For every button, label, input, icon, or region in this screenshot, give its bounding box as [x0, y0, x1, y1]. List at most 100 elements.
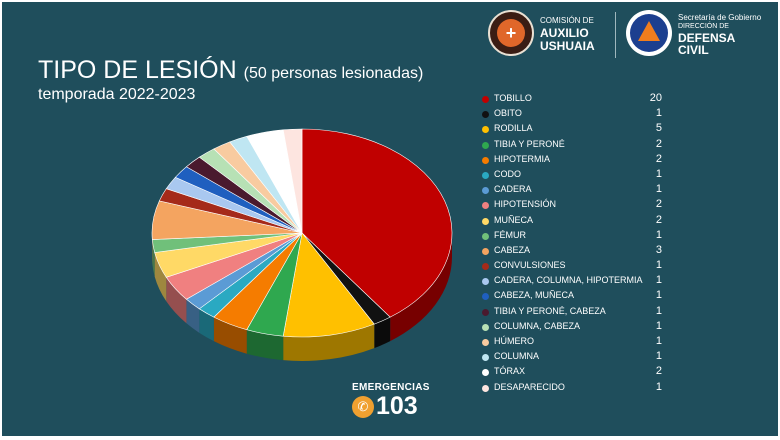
legend-label: TIBIA Y PERONÉ [494, 138, 565, 149]
pie-slice-side-2 [283, 324, 375, 362]
legend-value: 1 [655, 380, 662, 393]
chart-title: TIPO DE LESIÓN (50 personas lesionadas) [38, 56, 423, 85]
legend-item: OBITO 1 [482, 107, 682, 122]
legend-label: HIPOTENSIÓN [494, 199, 557, 210]
legend-item: COLUMNA 1 [482, 350, 682, 365]
emergency-label: EMERGENCIAS [352, 382, 430, 393]
legend-value: 1 [655, 167, 662, 180]
legend-label: COLUMNA [494, 351, 540, 362]
pie-slice-side-0 [390, 233, 452, 342]
legend-swatch [482, 323, 489, 331]
legend-swatch [482, 217, 489, 225]
legend-swatch [482, 202, 489, 210]
legend-item: MUÑECA 2 [482, 214, 682, 229]
legend-value: 1 [655, 107, 662, 120]
legend-swatch [482, 263, 489, 271]
chart-title-sub: (50 personas lesionadas) [243, 65, 424, 82]
legend-item: HIPOTERMIA 2 [482, 153, 682, 168]
legend-label: CONVULSIONES [494, 260, 566, 271]
logo-right-line2: DIRECCIÓN DE [678, 23, 729, 30]
legend-value: 1 [655, 274, 662, 287]
legend-label: TIBIA Y PERONÉ, CABEZA [494, 305, 606, 316]
pie-slice-0 [301, 128, 453, 318]
legend-item: TIBIA Y PERONÉ 2 [482, 138, 682, 153]
chart-subtitle: temporada 2022-2023 [38, 86, 196, 103]
legend-value: 2 [655, 152, 662, 165]
logo-right-line1: Secretaría de Gobierno [678, 13, 762, 22]
chart-legend: TOBILLO 20 OBITO 1 RODILLA 5 TIBIA Y PERONÉ 2 HI… [482, 92, 682, 396]
defensa-civil-logo: Secretaría de Gobierno DIRECCIÓN DE DEFE… [626, 10, 776, 58]
pie-slice-side-1 [374, 317, 391, 349]
legend-label: HIPOTERMIA [494, 153, 551, 164]
legend-item: CONVULSIONES 1 [482, 259, 682, 274]
legend-label: CABEZA, MUÑECA [494, 290, 575, 301]
legend-swatch [482, 187, 489, 195]
comision-auxilio-logo: + COMISIÓN DE AUXILIO USHUAIA [488, 10, 614, 58]
legend-item: CODO 1 [482, 168, 682, 183]
legend-label: TÓRAX [494, 366, 526, 377]
legend-value: 1 [655, 289, 662, 302]
legend-swatch [482, 156, 489, 164]
legend-value: 1 [655, 335, 662, 347]
legend-label: CABEZA [494, 244, 531, 255]
legend-swatch [482, 111, 489, 119]
legend-swatch [482, 293, 489, 301]
legend-label: COLUMNA, CABEZA [494, 320, 581, 331]
legend-swatch [482, 126, 489, 134]
emergency-number: 103 [376, 392, 418, 420]
logo-left-line2: AUXILIO [540, 26, 589, 40]
legend-item: FÉMUR 1 [482, 229, 682, 244]
legend-label: CADERA, COLUMNA, HIPOTERMIA [494, 275, 643, 286]
legend-swatch [482, 384, 489, 392]
legend-label: OBITO [494, 108, 522, 119]
logo-right-line4: CIVIL [678, 43, 709, 57]
legend-label: FÉMUR [494, 229, 526, 240]
legend-value: 1 [655, 228, 662, 241]
legend-item: CABEZA, MUÑECA 1 [482, 289, 682, 304]
legend-item: TIBIA Y PERONÉ, CABEZA 1 [482, 305, 682, 320]
pie-slice-side-5 [199, 308, 214, 342]
pie-slice-side-3 [246, 329, 284, 361]
legend-item: CADERA, COLUMNA, HIPOTERMIA 1 [482, 274, 682, 289]
legend-label: CADERA [494, 184, 532, 195]
legend-value: 2 [655, 137, 662, 150]
legend-label: DESAPARECIDO [494, 381, 565, 392]
legend-value: 1 [655, 319, 662, 332]
legend-value: 1 [655, 350, 662, 363]
logo-right-line3: DEFENSA [678, 31, 736, 45]
legend-label: RODILLA [494, 123, 533, 134]
pie-slice-side-4 [213, 317, 247, 354]
pie-slice-2 [282, 232, 375, 338]
legend-value: 2 [655, 365, 662, 378]
legend-value: 1 [655, 183, 662, 196]
legend-item: COLUMNA, CABEZA 1 [482, 320, 682, 335]
legend-swatch [482, 247, 489, 255]
legend-value: 1 [655, 304, 662, 317]
legend-item: HIPOTENSIÓN 2 [482, 198, 682, 213]
legend-item: TOBILLO 20 [482, 92, 682, 107]
legend-item: CADERA 1 [482, 183, 682, 198]
legend-item: CABEZA 3 [482, 244, 682, 259]
legend-swatch [482, 308, 489, 316]
legend-swatch [482, 354, 489, 362]
legend-value: 5 [655, 122, 662, 135]
legend-swatch [482, 96, 489, 103]
legend-swatch [482, 278, 489, 286]
legend-value: 2 [655, 213, 662, 226]
legend-item: HÚMERO 1 [482, 335, 682, 350]
legend-swatch [482, 369, 489, 377]
legend-item: TÓRAX 2 [482, 365, 682, 380]
legend-swatch [482, 141, 489, 149]
defensa-civil-emblem-icon [626, 10, 672, 56]
legend-value: 2 [655, 198, 662, 211]
legend-label: TOBILLO [494, 93, 532, 103]
pie-slice-side-8 [154, 252, 167, 302]
legend-item: RODILLA 5 [482, 122, 682, 137]
legend-value: 1 [655, 259, 662, 272]
chart-title-main: TIPO DE LESIÓN [38, 56, 237, 84]
legend-swatch [482, 339, 489, 346]
legend-label: CODO [494, 168, 521, 179]
pie-slice-side-9 [152, 239, 155, 277]
